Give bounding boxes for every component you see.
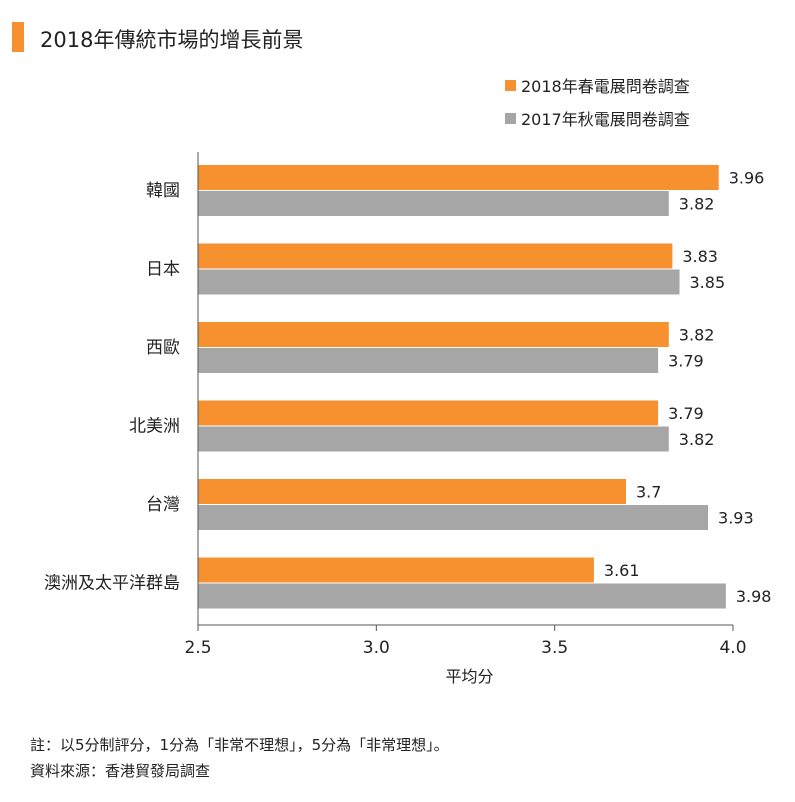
data-label-2-1: 3.82 xyxy=(679,195,715,214)
x-tick-label-4: 4.0 xyxy=(719,638,746,658)
data-label-2-4: 3.82 xyxy=(679,430,715,449)
x-tick-label-1: 2.5 xyxy=(184,638,211,658)
category-label-5: 台灣 xyxy=(146,495,180,515)
legend-swatch-2 xyxy=(505,113,516,124)
legend-swatch-1 xyxy=(505,80,516,91)
category-label-1: 韓國 xyxy=(146,181,180,201)
category-label-3: 西歐 xyxy=(146,338,180,358)
data-label-1-2: 3.83 xyxy=(682,247,718,266)
data-label-2-6: 3.98 xyxy=(736,587,772,606)
data-label-1-5: 3.7 xyxy=(636,483,661,502)
title-accent-bar xyxy=(12,22,24,52)
bar-1-3 xyxy=(198,322,669,347)
x-axis-title: 平均分 xyxy=(445,667,493,686)
source-note: 資料來源：香港貿發局調查 xyxy=(30,762,211,780)
x-tick-label-3: 3.5 xyxy=(541,638,568,658)
data-label-1-6: 3.61 xyxy=(604,561,640,580)
bar-1-1 xyxy=(198,165,719,190)
x-tick-label-2: 3.0 xyxy=(363,638,390,658)
bar-1-5 xyxy=(198,479,626,504)
footnote: 註：以5分制評分，1分為「非常不理想」，5分為「非常理想」。 xyxy=(30,736,449,754)
bar-2-3 xyxy=(198,348,659,373)
legend-label-2: 2017年秋電展問卷調查 xyxy=(521,110,690,129)
bar-1-6 xyxy=(198,557,594,583)
data-label-1-3: 3.82 xyxy=(679,326,715,345)
chart-title: 2018年傳統市場的增長前景 xyxy=(40,28,304,52)
bar-2-1 xyxy=(198,191,669,216)
bar-2-4 xyxy=(198,426,669,452)
legend-label-1: 2018年春電展問卷調查 xyxy=(521,77,690,96)
category-label-6: 澳洲及太平洋群島 xyxy=(44,574,180,594)
category-label-2: 日本 xyxy=(146,260,180,280)
data-label-2-5: 3.93 xyxy=(718,509,754,528)
bar-chart: 2018年春電展問卷調查 2017年秋電展問卷調查 3.96 3.82 韓國 3.83 3.… xyxy=(44,77,772,686)
data-label-2-2: 3.85 xyxy=(690,273,726,292)
bar-1-2 xyxy=(198,243,673,269)
data-label-2-3: 3.79 xyxy=(668,352,704,371)
bar-2-5 xyxy=(198,505,709,530)
bar-1-4 xyxy=(198,400,659,426)
bar-2-2 xyxy=(198,269,680,295)
data-label-1-4: 3.79 xyxy=(668,404,704,423)
data-label-1-1: 3.96 xyxy=(729,169,765,188)
bar-2-6 xyxy=(198,583,726,609)
category-label-4: 北美洲 xyxy=(129,417,180,437)
